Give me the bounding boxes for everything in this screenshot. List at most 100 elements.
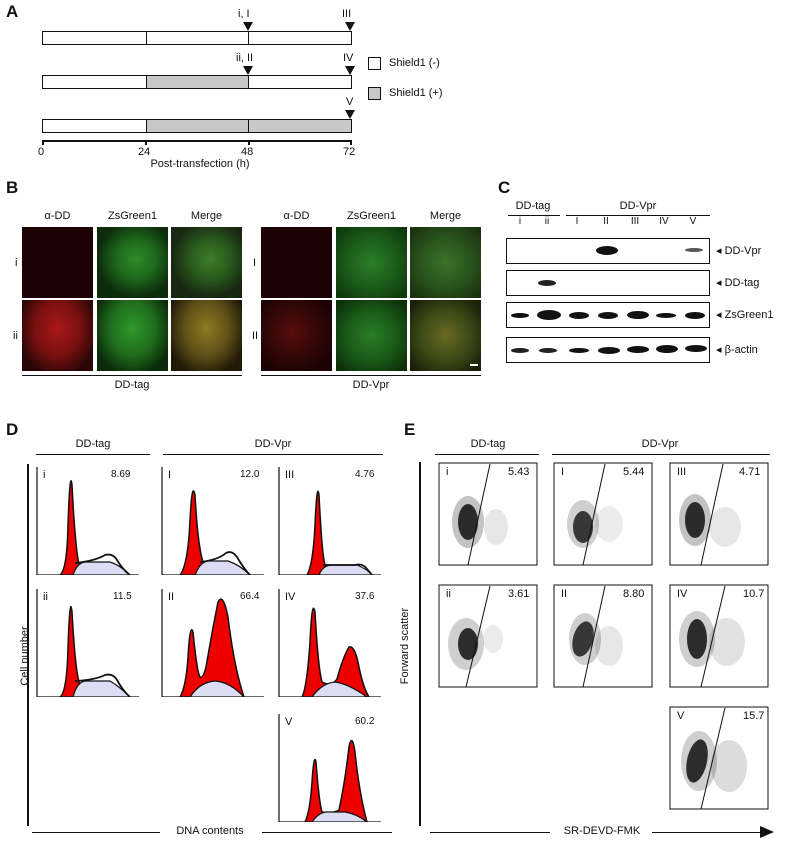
sample-value: 15.7 [743,710,765,722]
x-axis-title: SR-DEVD-FMK [563,825,641,837]
histogram-V: V 60.2 [277,712,381,822]
sample-id: ii [446,588,451,600]
y-axis-line [419,462,421,826]
sample-value: 8.69 [111,469,131,480]
group-label: DD-tag [114,379,150,391]
marker-label: V [346,96,354,108]
sample-value: 4.71 [739,466,761,478]
sample-value: 3.61 [508,588,530,600]
micrograph-zsgreen-ii [97,300,168,371]
sample-id: III [677,466,687,478]
panel-label-d: D [6,420,19,439]
x-axis-title: DNA contents [176,825,244,837]
blot-dd-tag [506,270,710,296]
column-header: Merge [190,210,223,222]
column-header: ZsGreen1 [108,210,157,222]
arrow-right-icon [760,826,774,838]
blot-dd-vpr [506,238,710,264]
sample-value: 12.0 [240,469,260,480]
micrograph-merge-I [410,227,481,298]
sample-value: 37.6 [355,591,375,602]
column-header: α-DD [44,210,71,222]
micrograph-merge-II [410,300,481,371]
marker-arrow-icon [243,66,253,75]
group-label: DD-Vpr [619,200,657,212]
time-axis [42,140,352,142]
lane-label: ii [544,216,550,227]
sample-id: II [168,591,175,603]
sample-value: 11.5 [113,591,132,602]
marker-arrow-icon [345,66,355,75]
y-axis-title: Forward scatter [399,607,411,685]
group-label: DD-tag [470,438,506,450]
group-underline [22,375,242,376]
sample-id: i [43,469,46,481]
row-label: ii [13,330,18,342]
legend-label: Shield1 (-) [389,57,440,69]
column-header: ZsGreen1 [347,210,396,222]
blot-label: ◂ β-actin [716,344,758,356]
timeline-row-2 [42,75,352,89]
lane-label: II [603,216,609,227]
histogram-IV: IV 37.6 [277,587,381,697]
micrograph-zsgreen-i [97,227,168,298]
micrograph-zsgreen-I [336,227,407,298]
lane-label: V [689,216,697,227]
group-label: DD-Vpr [641,438,679,450]
sample-id: IV [285,591,296,603]
histogram-ii: ii 11.5 [35,587,139,697]
lane-label: III [630,216,640,227]
micrograph-alpha-dd-ii [22,300,93,371]
micrograph-alpha-dd-II [261,300,332,371]
lane-label: I [575,216,579,227]
marker-arrow-icon [345,22,355,31]
row-label: I [253,257,257,269]
marker-arrow-icon [345,110,355,119]
group-label: DD-tag [75,438,111,450]
micrograph-zsgreen-II [336,300,407,371]
sample-id: III [285,469,295,481]
sample-id: ii [43,591,48,603]
sample-value: 8.80 [623,588,645,600]
sample-id: i [446,466,449,478]
histogram-III: III 4.76 [277,465,381,575]
scatter-III: III 4.71 [669,462,769,572]
micrograph-alpha-dd-I [261,227,332,298]
axis-tick-label: 24 [138,146,151,158]
sample-id: V [285,716,293,728]
blot-zsgreen1 [506,302,710,328]
lane-label: i [518,216,522,227]
histogram-i: i 8.69 [35,465,139,575]
blot-beta-actin [506,337,710,363]
histogram-I: I 12.0 [160,465,264,575]
scale-bar [470,364,478,366]
column-header: Merge [429,210,462,222]
marker-label: i, I [238,8,250,20]
legend-swatch-plus [368,87,381,100]
group-underline [261,375,481,376]
sample-value: 5.43 [508,466,530,478]
axis-title: Post-transfection (h) [150,158,250,170]
micrograph-alpha-dd-i [22,227,93,298]
sample-id: I [168,469,172,481]
blot-label: ◂ ZsGreen1 [716,309,774,321]
scatter-II: II 8.80 [553,584,653,694]
timeline-row-3 [42,119,352,133]
lane-label: IV [659,216,669,227]
sample-value: 5.44 [623,466,645,478]
axis-tick-label: 0 [38,146,45,158]
marker-label: III [342,8,352,20]
sample-id: I [561,466,565,478]
sample-value: 60.2 [355,716,375,727]
micrograph-merge-i [171,227,242,298]
panel-label-b: B [6,178,19,197]
sample-value: 66.4 [240,591,260,602]
scatter-V: V 15.7 [669,706,769,816]
scatter-I: I 5.44 [553,462,653,572]
column-header: α-DD [283,210,310,222]
y-axis-title: Cell number [19,626,31,686]
panel-label-c: C [498,178,511,197]
scatter-IV: IV 10.7 [669,584,769,694]
blot-label: ◂ DD-tag [716,277,760,289]
panel-label-a: A [6,2,19,21]
